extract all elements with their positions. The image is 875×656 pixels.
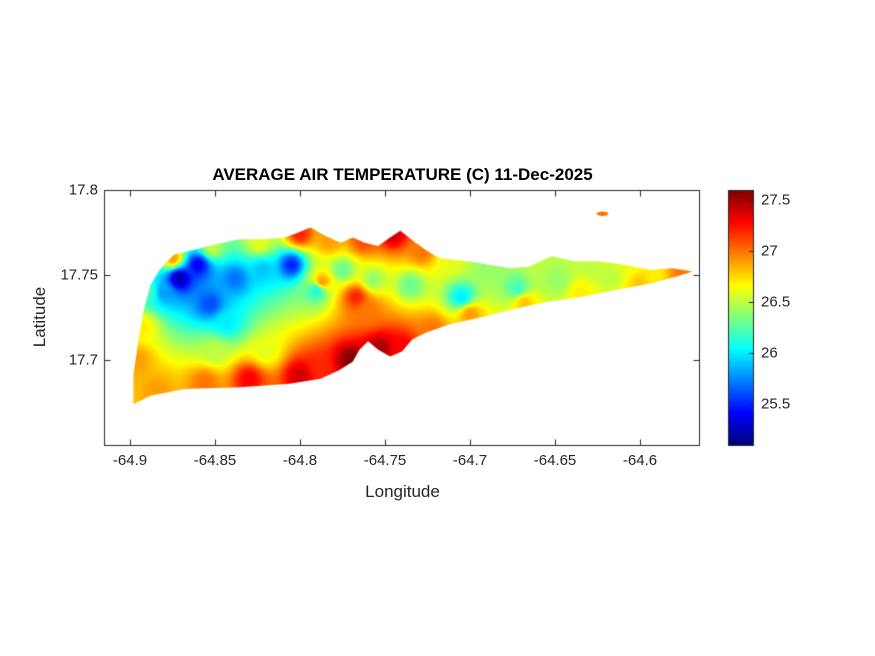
- colorbar-tick-label: 26.5: [761, 293, 791, 311]
- colorbar-tick-label: 26: [761, 344, 778, 362]
- x-tick-label: -64.8: [282, 452, 318, 469]
- colorbar-tick-label: 27: [761, 242, 778, 260]
- colorbar-tick-label: 25.5: [761, 395, 791, 413]
- y-tick-label: 17.75: [60, 266, 98, 284]
- x-tick-label: -64.6: [622, 452, 658, 469]
- y-tick-label: 17.8: [68, 181, 98, 199]
- x-axis-label: Longitude: [365, 482, 440, 501]
- x-tick-label: -64.65: [533, 452, 577, 469]
- x-tick-label: -64.9: [112, 452, 148, 469]
- y-tick-label: 17.7: [68, 351, 98, 369]
- x-tick-label: -64.85: [193, 452, 237, 469]
- x-tick-label: -64.7: [452, 452, 488, 469]
- x-tick-label: -64.75: [363, 452, 407, 469]
- colorbar-tick-label: 27.5: [761, 191, 791, 209]
- y-axis-label: Latitude: [30, 286, 49, 348]
- chart-title: AVERAGE AIR TEMPERATURE (C) 11-Dec-2025: [212, 165, 593, 184]
